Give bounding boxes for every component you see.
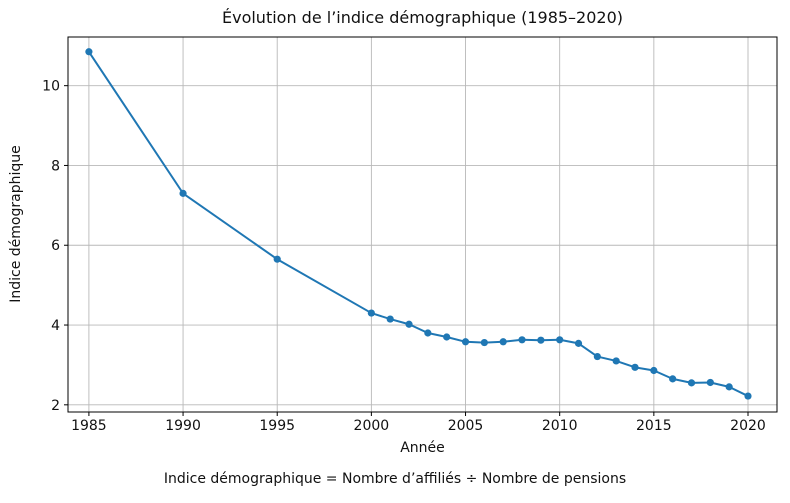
x-tick-label: 2020 xyxy=(730,418,766,434)
data-point xyxy=(650,366,658,375)
data-point xyxy=(367,309,375,317)
data-point xyxy=(273,255,281,263)
data-point xyxy=(669,375,677,383)
data-point xyxy=(499,338,507,346)
x-axis-label: Année xyxy=(400,440,445,456)
y-axis-label: Indice démographique xyxy=(8,145,24,303)
data-point xyxy=(537,336,545,344)
data-point xyxy=(405,320,413,328)
data-line xyxy=(87,50,749,398)
y-tick-label: 4 xyxy=(51,318,60,334)
data-point xyxy=(744,392,752,400)
data-point xyxy=(556,336,564,344)
data-point xyxy=(631,363,639,371)
chart-caption: Indice démographique = Nombre d’affiliés… xyxy=(163,471,627,487)
plot-frame xyxy=(67,36,778,413)
data-point xyxy=(443,333,451,341)
data-point xyxy=(612,357,620,365)
chart-title: Évolution de l’indice démographique (198… xyxy=(221,8,624,27)
x-tick-label: 1995 xyxy=(259,418,295,434)
data-point xyxy=(386,315,394,323)
y-tick-label: 8 xyxy=(51,158,60,174)
data-point xyxy=(725,383,733,391)
data-point xyxy=(85,48,93,56)
y-tick-label: 10 xyxy=(42,79,60,95)
data-point xyxy=(480,338,488,347)
data-point xyxy=(687,379,696,387)
data-point xyxy=(518,336,526,344)
x-tick-label: 2015 xyxy=(636,418,672,434)
data-point xyxy=(593,352,601,361)
y-tick-label: 6 xyxy=(51,238,60,254)
data-point xyxy=(461,338,470,346)
x-tick-label: 1990 xyxy=(165,418,201,434)
y-tick-label: 2 xyxy=(51,398,60,414)
data-point xyxy=(179,189,187,197)
x-tick-label: 1985 xyxy=(71,418,107,434)
data-point xyxy=(574,339,583,347)
data-point xyxy=(424,329,432,337)
x-tick-label: 2010 xyxy=(542,418,578,434)
data-point xyxy=(706,378,714,387)
x-tick-label: 2000 xyxy=(354,418,390,434)
x-tick-label: 2005 xyxy=(448,418,484,434)
